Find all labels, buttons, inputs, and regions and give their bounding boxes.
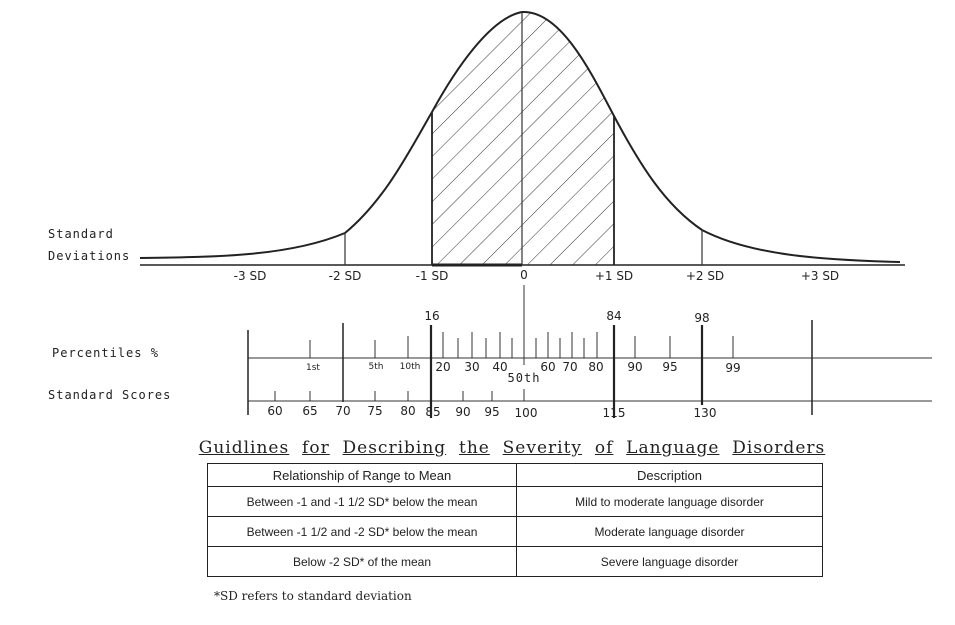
percentile-label-40: 40 [492,360,507,374]
percentile-label-10th: 10th [400,362,421,372]
percentile-label-16: 16 [424,309,439,323]
sd-label-mean: 0 [520,268,528,282]
percentile-label-50th: 50th [508,371,541,385]
score-label-85: 85 [425,405,440,419]
sd-label-plus3: +3 SD [801,269,839,283]
sd-label-minus2: -2 SD [329,269,362,283]
percentile-ticks [309,332,734,358]
percentile-label-70: 70 [562,360,577,374]
bell-curve [139,10,901,263]
score-label-65: 65 [302,404,317,418]
table-row: Between -1 and -1 1/2 SD* below the mean… [207,486,823,517]
guidelines-title: Guidlines for Describing the Severity of… [0,438,955,458]
title-word: Describing [342,438,447,458]
table-row: Between -1 1/2 and -2 SD* below the mean… [207,516,823,547]
score-label-70: 70 [335,404,350,418]
title-word: of [594,438,614,458]
percentile-label-1st: 1st [306,363,320,373]
percentile-label-30: 30 [464,360,479,374]
sd-row-label-line2: Deviations [48,249,130,263]
row-range: Below -2 SD* of the mean [207,546,517,577]
percentile-row-label: Percentiles % [52,346,159,360]
severity-table: Relationship of Range to Mean Descriptio… [207,463,823,577]
table-header-row: Relationship of Range to Mean Descriptio… [207,463,823,487]
standard-scores-row-label: Standard Scores [48,388,171,402]
hatched-area [432,11,614,265]
percentile-label-5th: 5th [369,362,384,372]
title-word: Severity [502,438,583,458]
normal-distribution-figure: Standard Deviations -3 SD -2 SD -1 SD 0 … [48,10,932,420]
score-label-60: 60 [267,404,282,418]
title-word: Language [626,438,720,458]
row-description: Moderate language disorder [516,516,823,547]
footnote: *SD refers to standard deviation [214,589,412,603]
standard-score-ticks [274,389,525,401]
score-label-75: 75 [367,404,382,418]
header-range: Relationship of Range to Mean [207,463,517,487]
percentile-label-98: 98 [694,311,709,325]
title-word: Disorders [732,438,826,458]
sd-label-plus1: +1 SD [595,269,633,283]
score-label-90: 90 [455,405,470,419]
row-range: Between -1 1/2 and -2 SD* below the mean [207,516,517,547]
header-description: Description [516,463,823,487]
score-label-80: 80 [400,404,415,418]
sd-label-minus3: -3 SD [234,269,267,283]
sd-label-plus2: +2 SD [686,269,724,283]
percentile-label-60: 60 [540,360,555,374]
score-label-100: 100 [515,406,538,420]
percentile-label-84: 84 [606,309,621,323]
percentile-label-20: 20 [435,360,450,374]
title-word: for [302,438,330,458]
score-label-95: 95 [484,405,499,419]
percentile-label-95: 95 [662,360,677,374]
sd-row-label-line1: Standard [48,227,114,241]
score-label-130: 130 [694,406,717,420]
sd-label-minus1: -1 SD [416,269,449,283]
title-word: the [458,438,490,458]
table-row: Below -2 SD* of the mean Severe language… [207,546,823,577]
title-word: Guidlines [198,438,290,458]
percentile-label-90: 90 [627,360,642,374]
percentile-label-99: 99 [725,361,740,375]
row-description: Severe language disorder [516,546,823,577]
row-range: Between -1 and -1 1/2 SD* below the mean [207,486,517,517]
row-description: Mild to moderate language disorder [516,486,823,517]
score-label-115: 115 [603,406,626,420]
percentile-label-80: 80 [588,360,603,374]
